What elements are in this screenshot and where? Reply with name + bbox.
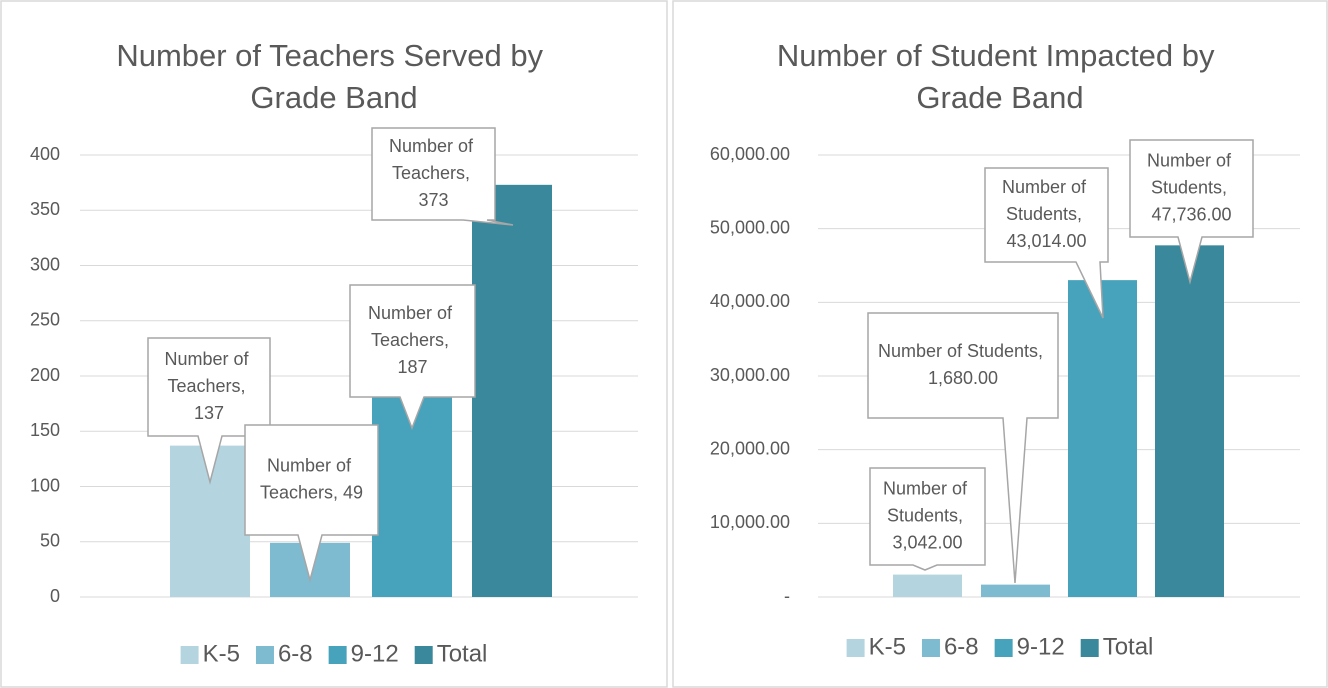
y-tick-label: 0 <box>50 586 60 606</box>
data-label: Number of Students, 47,736.00 <box>1147 150 1236 224</box>
data-label: Number of Students, 43,014.00 <box>1002 177 1091 251</box>
legend-label: K-5 <box>869 633 906 660</box>
legend-label: 9-12 <box>351 640 399 667</box>
legend-swatch <box>328 646 347 664</box>
y-tick-label: 30,000.00 <box>710 365 790 385</box>
y-tick-label: 60,000.00 <box>710 144 790 164</box>
y-tick-label: 100 <box>30 475 60 495</box>
y-tick-label: 400 <box>30 144 60 164</box>
data-label-callout <box>147 337 271 485</box>
y-tick-label: 10,000.00 <box>710 512 790 532</box>
y-tick-label: 350 <box>30 199 60 219</box>
data-label: Number of Teachers, 137 <box>164 349 253 423</box>
y-tick-label: 50 <box>40 531 60 551</box>
bar <box>893 574 962 597</box>
legend-swatch <box>414 646 433 664</box>
legend-swatch <box>846 639 865 657</box>
chart-title: Number of Student Impacted by Grade Band <box>777 38 1223 115</box>
legend-swatch <box>994 639 1013 657</box>
y-tick-label: 40,000.00 <box>710 291 790 311</box>
legend-label: 6-8 <box>944 633 979 660</box>
legend-label: 9-12 <box>1017 633 1065 660</box>
legend-swatch <box>180 646 199 664</box>
bar <box>981 584 1050 597</box>
data-label: Number of Teachers, 373 <box>389 136 478 210</box>
legend-swatch <box>921 639 940 657</box>
data-label-callout <box>371 127 514 226</box>
bar <box>472 184 552 597</box>
bar <box>1068 280 1137 597</box>
data-label-callout <box>349 284 476 431</box>
y-tick-label: 250 <box>30 310 60 330</box>
data-label: Number of Teachers, 49 <box>260 455 363 502</box>
legend-swatch <box>1080 639 1099 657</box>
data-label-callout <box>869 467 986 571</box>
y-tick-label: - <box>784 586 790 606</box>
chart-title: Number of Teachers Served by Grade Band <box>116 38 551 115</box>
y-tick-label: 200 <box>30 365 60 385</box>
bar <box>1155 245 1224 598</box>
data-label-callout <box>867 312 1059 584</box>
data-label-callout <box>244 424 379 583</box>
legend-label: K-5 <box>203 640 240 667</box>
y-tick-label: 300 <box>30 254 60 274</box>
legend-label: Total <box>437 640 488 667</box>
data-label-callout <box>984 167 1109 319</box>
data-label: Number of Students, 1,680.00 <box>878 341 1048 388</box>
data-label: Number of Teachers, 187 <box>368 303 457 377</box>
data-label-callout <box>1129 139 1254 285</box>
y-tick-label: 50,000.00 <box>710 217 790 237</box>
legend-label: Total <box>1103 633 1154 660</box>
legend-swatch <box>255 646 274 664</box>
data-label: Number of Students, 3,042.00 <box>883 478 972 552</box>
legend-label: 6-8 <box>278 640 313 667</box>
y-tick-label: 20,000.00 <box>710 438 790 458</box>
y-tick-label: 150 <box>30 420 60 440</box>
